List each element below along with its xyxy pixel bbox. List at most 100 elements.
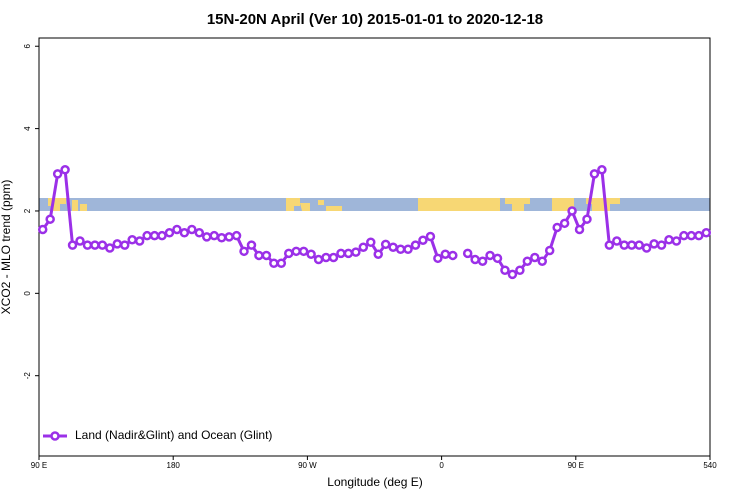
data-point bbox=[656, 240, 667, 250]
data-point bbox=[75, 236, 85, 246]
data-point bbox=[522, 256, 533, 266]
data-point bbox=[351, 247, 361, 257]
data-point bbox=[679, 230, 689, 241]
data-point bbox=[37, 224, 48, 235]
data-point bbox=[179, 228, 190, 238]
data-point bbox=[634, 240, 644, 250]
x-tick-label: 90 E bbox=[568, 461, 584, 470]
data-point bbox=[701, 228, 712, 238]
data-point bbox=[619, 240, 630, 250]
data-point bbox=[492, 253, 503, 264]
data-point bbox=[597, 165, 607, 175]
y-tick-label: 0 bbox=[23, 291, 32, 296]
data-point bbox=[671, 236, 682, 246]
data-point bbox=[574, 224, 585, 235]
data-point bbox=[485, 250, 495, 261]
data-point bbox=[119, 240, 130, 250]
data-point bbox=[45, 214, 55, 224]
data-point bbox=[537, 256, 547, 266]
data-point bbox=[269, 258, 279, 269]
data-point bbox=[105, 243, 115, 253]
data-point bbox=[187, 224, 197, 235]
data-point bbox=[246, 240, 257, 250]
data-point bbox=[231, 230, 242, 241]
data-point bbox=[67, 240, 78, 250]
data-point bbox=[649, 239, 659, 249]
data-point bbox=[388, 242, 398, 252]
data-point bbox=[686, 230, 697, 241]
data-point bbox=[559, 218, 570, 229]
y-tick-label: 6 bbox=[23, 43, 32, 48]
legend-label: Land (Nadir&Glint) and Ocean (Glint) bbox=[75, 428, 272, 442]
data-point bbox=[209, 230, 219, 241]
data-point bbox=[194, 228, 205, 238]
data-point bbox=[291, 246, 301, 257]
data-point bbox=[358, 242, 369, 252]
data-point bbox=[254, 250, 264, 261]
x-tick-label: 90 W bbox=[298, 461, 317, 470]
y-axis-label: XCO2 - MLO trend (ppm) bbox=[0, 180, 13, 315]
data-point bbox=[425, 231, 436, 242]
data-point bbox=[500, 265, 510, 276]
x-tick-label: 540 bbox=[703, 461, 717, 470]
data-point bbox=[261, 250, 272, 261]
data-point bbox=[82, 240, 93, 250]
data-point bbox=[224, 232, 234, 242]
data-point bbox=[112, 239, 123, 249]
data-point bbox=[477, 256, 488, 266]
data-point bbox=[373, 249, 383, 259]
y-tick-label: -2 bbox=[23, 372, 32, 380]
plot-frame bbox=[38, 37, 711, 457]
data-point bbox=[380, 239, 391, 250]
data-point bbox=[313, 254, 324, 265]
data-point bbox=[641, 243, 652, 253]
data-point bbox=[440, 249, 451, 259]
chart-title: 15N-20N April (Ver 10) 2015-01-01 to 202… bbox=[207, 11, 543, 28]
data-point bbox=[448, 250, 458, 261]
data-point bbox=[544, 245, 555, 256]
data-point bbox=[298, 246, 309, 257]
legend-marker bbox=[50, 431, 60, 441]
data-point bbox=[276, 258, 287, 269]
x-tick-label: 180 bbox=[167, 461, 181, 470]
data-point bbox=[336, 248, 346, 259]
x-tick-label: 0 bbox=[439, 461, 444, 470]
data-point bbox=[127, 235, 137, 245]
x-tick-label: 90 E bbox=[31, 461, 47, 470]
y-tick-label: 4 bbox=[23, 126, 32, 131]
x-axis-label: Longitude (deg E) bbox=[327, 475, 422, 489]
data-point bbox=[582, 214, 592, 224]
map-strip bbox=[39, 198, 710, 211]
data-point bbox=[589, 169, 600, 179]
data-point bbox=[239, 246, 249, 257]
data-point bbox=[567, 206, 577, 216]
data-point bbox=[216, 232, 227, 243]
data-point bbox=[60, 165, 70, 175]
data-point bbox=[149, 230, 160, 241]
data-point bbox=[142, 230, 152, 241]
data-point bbox=[462, 248, 473, 259]
data-point bbox=[626, 240, 637, 250]
data-point bbox=[395, 244, 406, 255]
data-point bbox=[694, 230, 704, 241]
data-point bbox=[515, 265, 525, 276]
y-tick-label: 2 bbox=[23, 208, 32, 213]
data-point bbox=[52, 169, 63, 179]
data-point bbox=[664, 235, 674, 245]
data-point bbox=[328, 252, 339, 263]
data-point bbox=[97, 240, 108, 250]
data-point bbox=[321, 252, 331, 263]
data-point bbox=[410, 240, 421, 250]
data-point bbox=[470, 254, 480, 265]
data-point bbox=[612, 236, 622, 246]
data-point bbox=[433, 253, 443, 264]
data-point bbox=[284, 248, 294, 259]
data-point bbox=[604, 240, 615, 250]
data-point bbox=[552, 222, 562, 233]
data-point bbox=[507, 269, 518, 280]
data-point bbox=[530, 252, 540, 263]
data-point bbox=[418, 235, 428, 245]
data-point bbox=[403, 244, 413, 255]
data-point bbox=[202, 232, 212, 242]
